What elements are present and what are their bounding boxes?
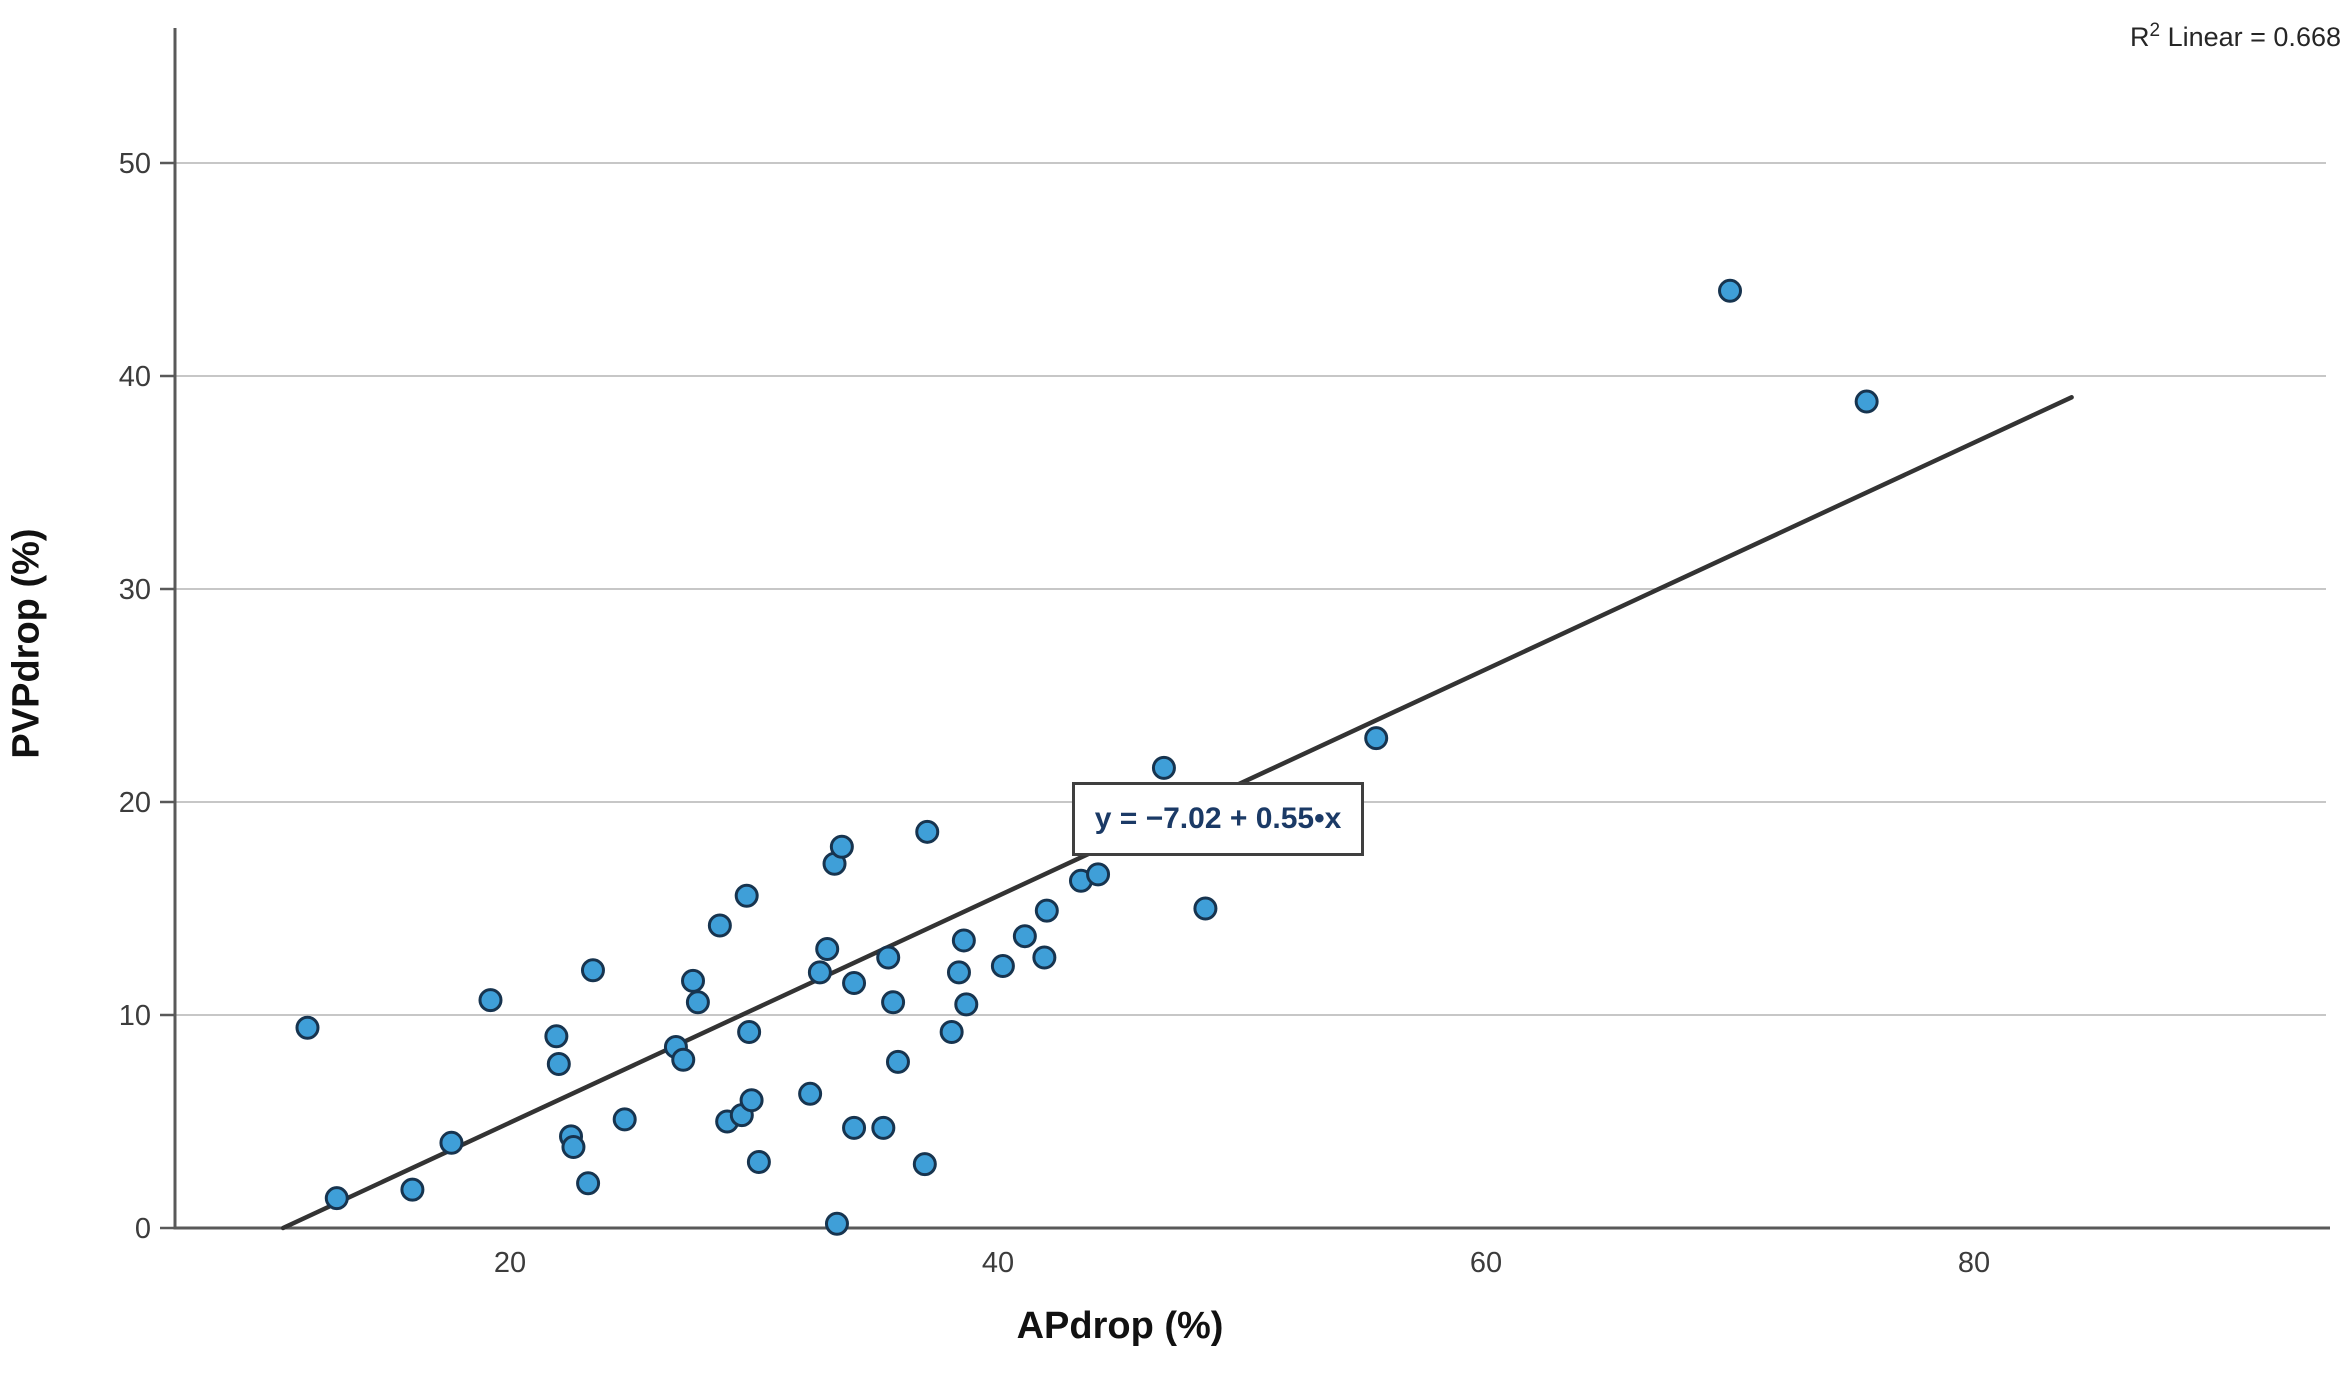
- scatter-point-40: [954, 992, 979, 1017]
- scatter-point-1: [324, 1186, 349, 1211]
- scatter-point-0: [295, 1015, 320, 1040]
- y-tick-label-10: 10: [119, 1000, 151, 1032]
- scatter-point-29: [842, 971, 867, 996]
- scatter-point-13: [671, 1047, 696, 1072]
- scatter-point-35: [912, 1152, 937, 1177]
- y-tick-label-20: 20: [119, 787, 151, 819]
- scatter-point-31: [871, 1115, 896, 1140]
- scatter-point-20: [737, 1020, 762, 1045]
- scatter-point-21: [739, 1088, 764, 1113]
- r2-annotation: R2 Linear = 0.668: [2130, 20, 2341, 53]
- x-tick-label-80: 80: [1958, 1247, 1990, 1279]
- scatter-point-2: [400, 1177, 425, 1202]
- scatter-point-9: [576, 1171, 601, 1196]
- scatter-point-43: [1032, 945, 1057, 970]
- scatter-point-8: [561, 1135, 586, 1160]
- scatter-point-49: [1364, 726, 1389, 751]
- scatter-point-4: [478, 988, 503, 1013]
- x-tick-label-60: 60: [1470, 1247, 1502, 1279]
- scatter-point-15: [685, 990, 710, 1015]
- scatter-point-25: [815, 936, 840, 961]
- scatter-point-14: [681, 968, 706, 993]
- y-tick-label-0: 0: [135, 1213, 151, 1245]
- scatter-point-47: [1151, 755, 1176, 780]
- y-tick-label-40: 40: [119, 361, 151, 393]
- scatter-point-22: [746, 1149, 771, 1174]
- scatter-point-30: [842, 1115, 867, 1140]
- scatter-point-33: [881, 990, 906, 1015]
- scatter-point-51: [1854, 389, 1879, 414]
- scatter-point-50: [1718, 278, 1743, 303]
- scatter-point-3: [439, 1130, 464, 1155]
- scatter-point-10: [580, 958, 605, 983]
- scatter-points-layer: [295, 278, 1879, 1236]
- scatter-point-16: [707, 913, 732, 938]
- scatter-point-5: [544, 1024, 569, 1049]
- scatter-point-44: [1034, 898, 1059, 923]
- scatter-point-39: [951, 928, 976, 953]
- scatter-point-34: [885, 1049, 910, 1074]
- scatter-point-11: [612, 1107, 637, 1132]
- scatter-point-27: [824, 1211, 849, 1236]
- axes-layer: [160, 28, 2330, 1230]
- y-tick-label-30: 30: [119, 574, 151, 606]
- gridlines-layer: [175, 162, 2326, 1016]
- scatter-point-24: [807, 960, 832, 985]
- scatter-point-36: [915, 819, 940, 844]
- x-tick-label-40: 40: [982, 1247, 1014, 1279]
- scatter-point-23: [798, 1081, 823, 1106]
- scatter-point-46: [1086, 862, 1111, 887]
- y-axis-title: PVPdrop (%): [5, 528, 48, 759]
- scatter-point-38: [946, 960, 971, 985]
- x-axis-title: APdrop (%): [1016, 1305, 1224, 1347]
- scatter-point-41: [990, 954, 1015, 979]
- x-tick-label-20: 20: [494, 1247, 526, 1279]
- r2-base: R: [2130, 22, 2150, 52]
- r2-value-text: Linear = 0.668: [2160, 22, 2341, 52]
- tick-labels-layer: 0 10 20 30 40 50 20 40 60 80: [119, 148, 1990, 1279]
- scatter-point-6: [546, 1051, 571, 1076]
- regression-equation-label: y = −7.02 + 0.55•x: [1072, 782, 1364, 856]
- scatter-point-19: [734, 883, 759, 908]
- y-tick-label-50: 50: [119, 148, 151, 180]
- r2-exponent: 2: [2149, 20, 2161, 41]
- scatter-point-48: [1193, 896, 1218, 921]
- scatter-point-32: [876, 945, 901, 970]
- scatter-point-42: [1012, 924, 1037, 949]
- scatter-point-37: [939, 1020, 964, 1045]
- scatter-point-28: [829, 834, 854, 859]
